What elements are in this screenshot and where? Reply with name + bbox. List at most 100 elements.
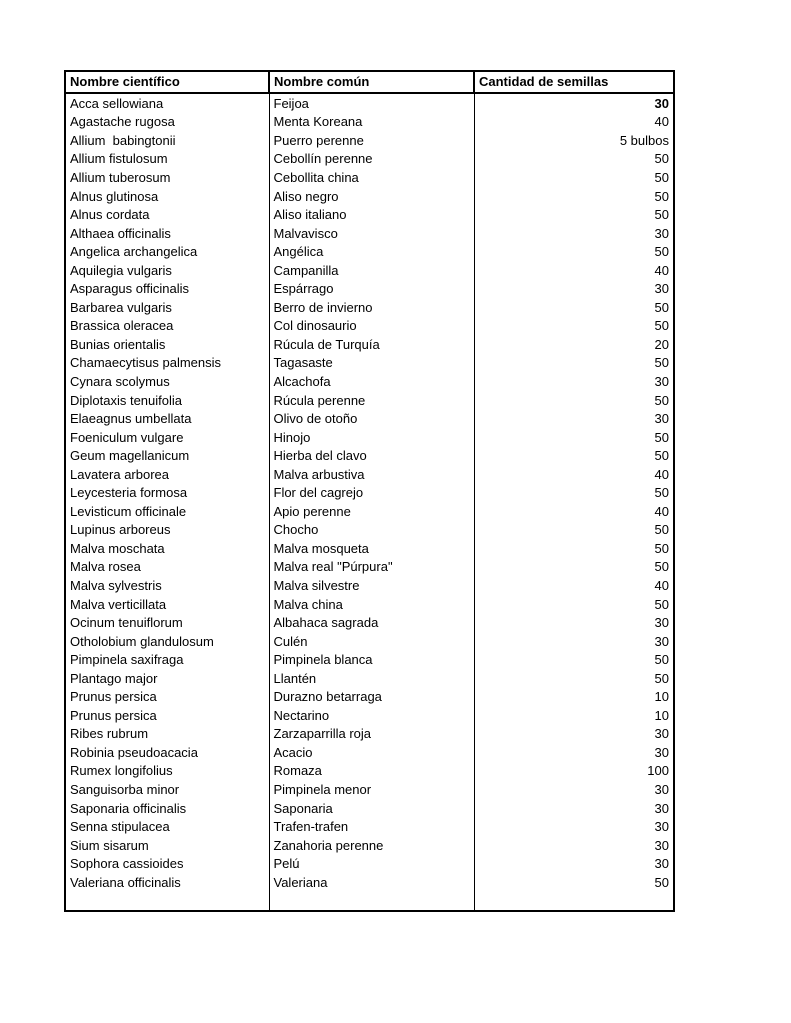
cell-nombre-cientifico: Agastache rugosa	[64, 112, 270, 132]
cell-nombre-cientifico: Rumex longifolius	[64, 761, 270, 781]
table-row: Angelica archangelica Angélica 50	[64, 242, 675, 261]
table-row: Foeniculum vulgare Hinojo 50	[64, 427, 675, 447]
table-row: Prunus persica Nectarino 10	[64, 706, 675, 725]
table-row: Agastache rugosa Menta Koreana 40	[64, 112, 675, 132]
table-row: Allium tuberosum Cebollita china 50	[64, 168, 675, 187]
table-row: Cynara scolymus Alcachofa 30	[64, 372, 675, 391]
cell-nombre-comun: Angélica	[268, 242, 475, 261]
cell-nombre-comun: Saponaria	[268, 798, 475, 818]
table-row: Acca sellowiana Feijoa 30	[64, 93, 675, 113]
table-row: Otholobium glandulosum Culén 30	[64, 631, 675, 651]
cell-nombre-comun: Llantén	[268, 668, 475, 688]
cell-nombre-cientifico: Malva verticillata	[64, 594, 270, 614]
cell-nombre-cientifico: Lavatera arborea	[64, 464, 270, 484]
table-row: Rumex longifolius Romaza 100	[64, 761, 675, 781]
cell-nombre-comun: Culén	[268, 631, 475, 651]
cell-nombre-cientifico: Sophora cassioides	[64, 854, 270, 873]
cell-cantidad: 30	[473, 835, 675, 855]
table-body: Acca sellowiana Feijoa 30 Agastache rugo…	[64, 93, 675, 912]
cell-nombre-cientifico: Malva sylvestris	[64, 576, 270, 595]
cell-nombre-comun: Romaza	[268, 761, 475, 781]
cell-nombre-comun: Menta Koreana	[268, 112, 475, 132]
cell-cantidad: 50	[473, 650, 675, 669]
cell-nombre-comun: Durazno betarraga	[268, 687, 475, 707]
table-row: Aquilegia vulgaris Campanilla 40	[64, 260, 675, 280]
cell-cantidad: 50	[473, 668, 675, 688]
cell-nombre-comun: Alcachofa	[268, 372, 475, 391]
table-row: Pimpinela saxifraga Pimpinela blanca 50	[64, 650, 675, 669]
cell-nombre-comun: Trafen-trafen	[268, 817, 475, 836]
cell-nombre-cientifico: Allium tuberosum	[64, 168, 270, 187]
table-row: Sanguisorba minor Pimpinela menor 30	[64, 780, 675, 799]
table-row: Valeriana officinalis Valeriana 50	[64, 872, 675, 892]
cell-nombre-cientifico: Malva rosea	[64, 557, 270, 577]
table-row: Sophora cassioides Pelú 30	[64, 854, 675, 873]
cell-nombre-cientifico: Sanguisorba minor	[64, 780, 270, 799]
cell-nombre-comun: Espárrago	[268, 279, 475, 299]
table-row: Bunias orientalis Rúcula de Turquía 20	[64, 335, 675, 354]
cell-nombre-cientifico: Elaeagnus umbellata	[64, 409, 270, 428]
cell-nombre-comun	[268, 891, 475, 912]
table-row: Asparagus officinalis Espárrago 30	[64, 279, 675, 299]
cell-nombre-cientifico: Alnus glutinosa	[64, 186, 270, 206]
cell-cantidad	[473, 891, 675, 912]
cell-cantidad: 5 bulbos	[473, 131, 675, 150]
cell-cantidad: 50	[473, 316, 675, 336]
cell-cantidad: 30	[473, 613, 675, 632]
cell-nombre-comun: Pelú	[268, 854, 475, 873]
cell-nombre-comun: Hinojo	[268, 427, 475, 447]
cell-nombre-comun: Flor del cagrejo	[268, 483, 475, 503]
table-row: Allium fistulosum Cebollín perenne 50	[64, 149, 675, 169]
cell-nombre-cientifico: Lupinus arboreus	[64, 520, 270, 540]
cell-cantidad: 30	[473, 817, 675, 836]
table-row: Saponaria officinalis Saponaria 30	[64, 798, 675, 818]
cell-cantidad: 50	[473, 539, 675, 558]
cell-nombre-cientifico: Foeniculum vulgare	[64, 427, 270, 447]
cell-cantidad: 50	[473, 205, 675, 224]
cell-nombre-cientifico: Aquilegia vulgaris	[64, 260, 270, 280]
cell-cantidad: 50	[473, 353, 675, 373]
cell-cantidad: 40	[473, 112, 675, 132]
table-row: Ribes rubrum Zarzaparrilla roja 30	[64, 724, 675, 744]
cell-nombre-cientifico: Malva moschata	[64, 539, 270, 558]
cell-cantidad: 50	[473, 520, 675, 540]
cell-nombre-cientifico: Acca sellowiana	[64, 93, 270, 113]
cell-cantidad: 40	[473, 260, 675, 280]
cell-nombre-comun: Malva arbustiva	[268, 464, 475, 484]
cell-nombre-comun: Feijoa	[268, 93, 475, 113]
cell-cantidad: 40	[473, 502, 675, 521]
table-row: Allium babingtonii Puerro perenne 5 bulb…	[64, 131, 675, 150]
table-row: Chamaecytisus palmensis Tagasaste 50	[64, 353, 675, 373]
cell-nombre-comun: Acacio	[268, 743, 475, 762]
cell-cantidad: 30	[473, 279, 675, 299]
cell-cantidad: 30	[473, 724, 675, 744]
table-row: Lavatera arborea Malva arbustiva 40	[64, 464, 675, 484]
cell-nombre-comun: Hierba del clavo	[268, 446, 475, 465]
cell-nombre-comun: Aliso italiano	[268, 205, 475, 224]
cell-cantidad: 40	[473, 576, 675, 595]
cell-nombre-cientifico: Geum magellanicum	[64, 446, 270, 465]
cell-cantidad: 50	[473, 186, 675, 206]
cell-nombre-cientifico: Senna stipulacea	[64, 817, 270, 836]
cell-cantidad: 50	[473, 298, 675, 317]
cell-cantidad: 50	[473, 446, 675, 465]
table-row: Diplotaxis tenuifolia Rúcula perenne 50	[64, 390, 675, 410]
cell-cantidad: 30	[473, 631, 675, 651]
cell-cantidad: 30	[473, 743, 675, 762]
cell-cantidad: 50	[473, 390, 675, 410]
table-row: Brassica oleracea Col dinosaurio 50	[64, 316, 675, 336]
table-row: Sium sisarum Zanahoria perenne 30	[64, 835, 675, 855]
cell-nombre-comun: Aliso negro	[268, 186, 475, 206]
header-row: Nombre científico Nombre común Cantidad …	[64, 70, 675, 94]
cell-nombre-comun: Cebollita china	[268, 168, 475, 187]
cell-nombre-cientifico: Saponaria officinalis	[64, 798, 270, 818]
table-row: Malva sylvestris Malva silvestre 40	[64, 576, 675, 595]
cell-nombre-comun: Apio perenne	[268, 502, 475, 521]
cell-nombre-cientifico: Levisticum officinale	[64, 502, 270, 521]
cell-cantidad: 50	[473, 557, 675, 577]
table-row: Alnus cordata Aliso italiano 50	[64, 205, 675, 224]
table-row: Ocinum tenuiflorum Albahaca sagrada 30	[64, 613, 675, 632]
cell-cantidad: 30	[473, 93, 675, 113]
cell-nombre-comun: Rúcula perenne	[268, 390, 475, 410]
cell-nombre-comun: Malva china	[268, 594, 475, 614]
